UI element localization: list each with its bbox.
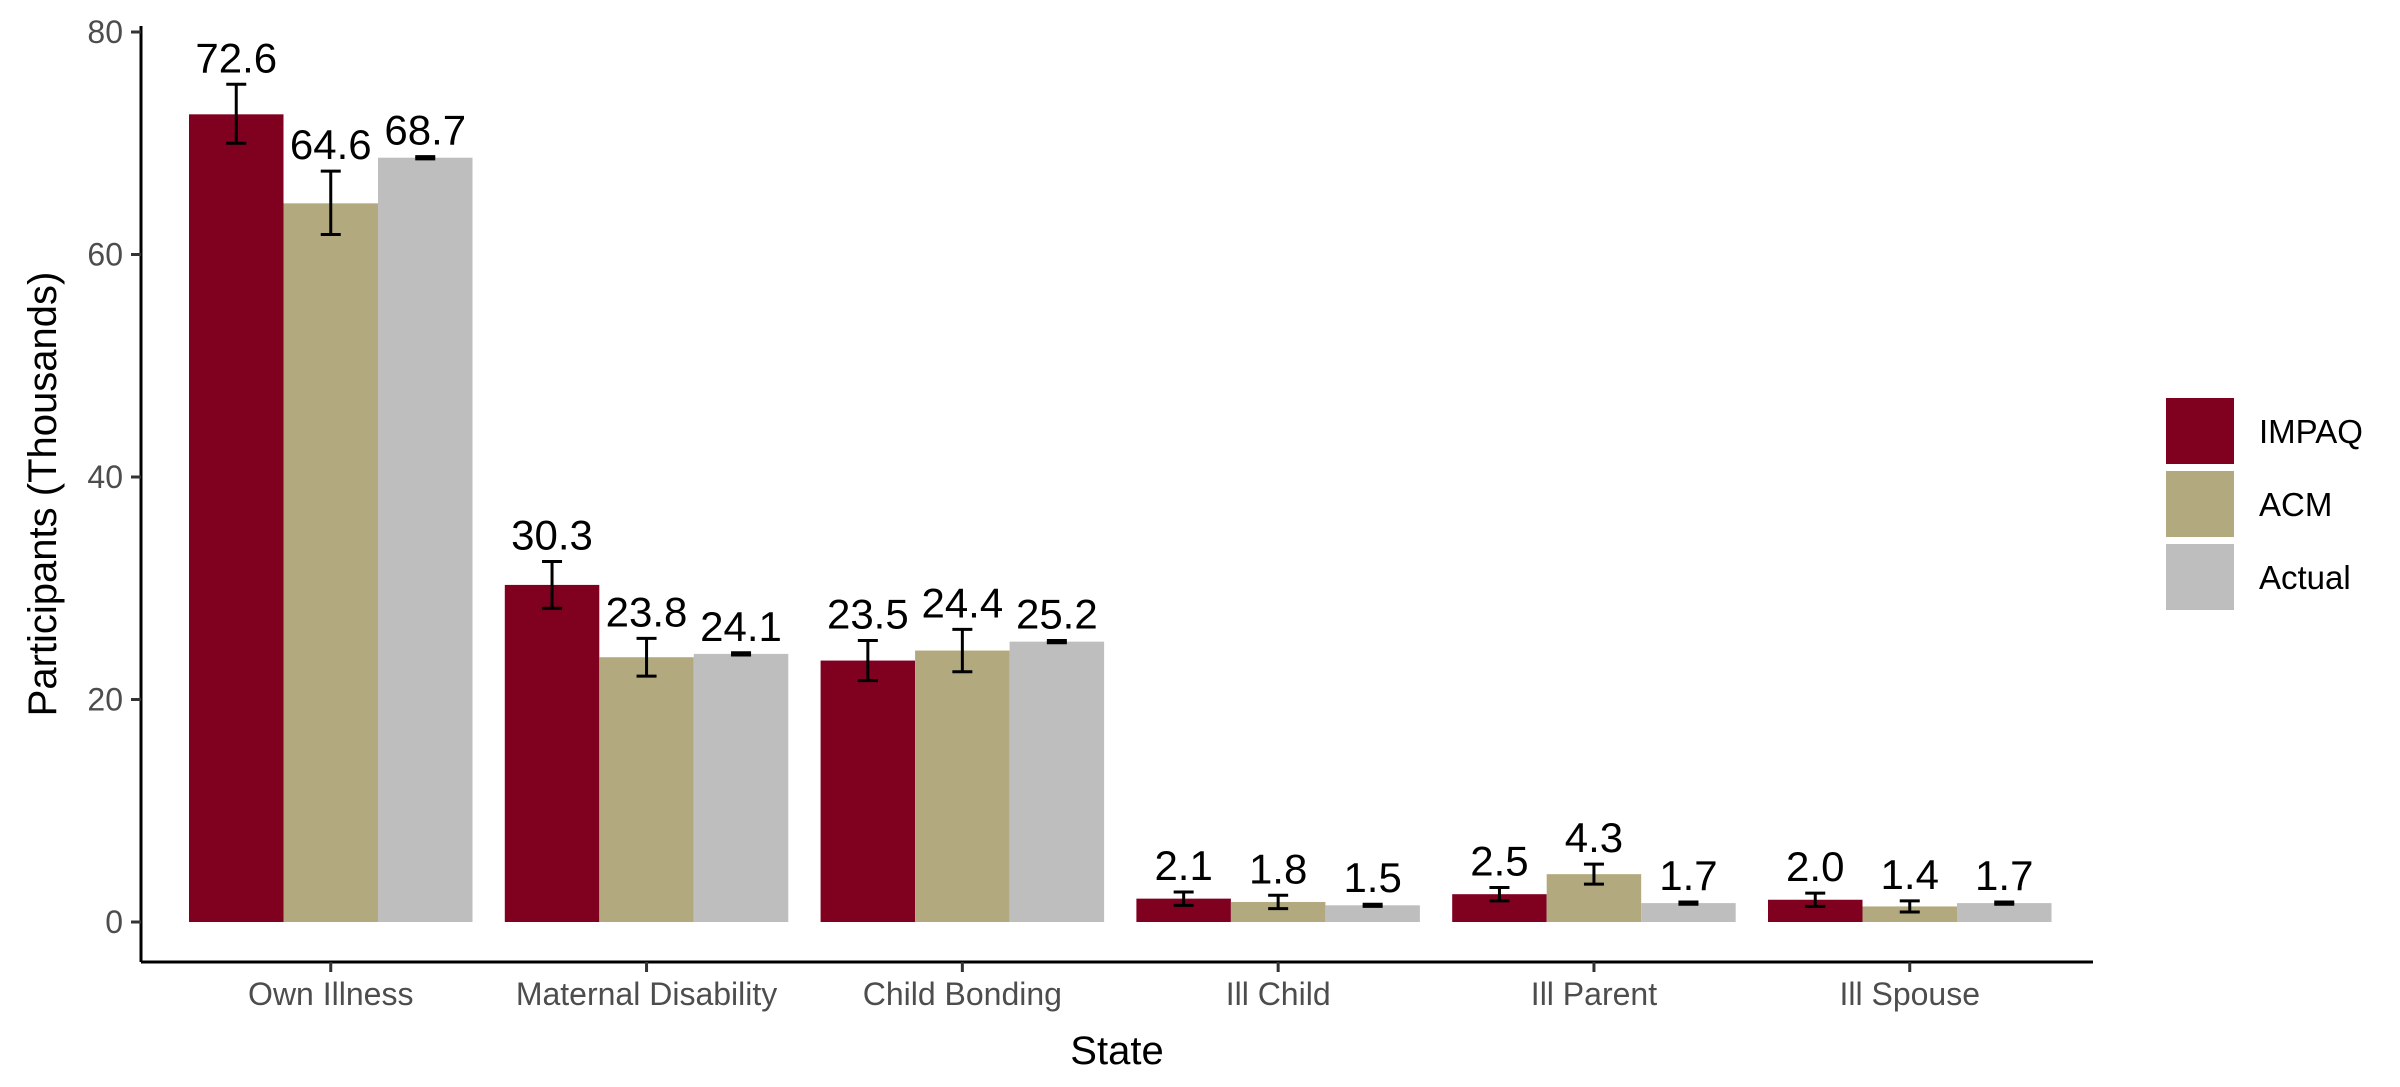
error-bar — [226, 82, 247, 145]
bar — [1641, 903, 1736, 922]
x-tick-label: Maternal Disability — [516, 976, 777, 1012]
data-label: 4.3 — [1565, 814, 1623, 861]
data-label: 1.7 — [1975, 852, 2033, 899]
data-label: 1.5 — [1343, 854, 1401, 901]
error-bar — [857, 639, 878, 683]
y-tick-label: 80 — [87, 14, 123, 50]
data-label: 2.1 — [1154, 842, 1212, 889]
error-bar — [1899, 899, 1920, 914]
legend-item: ACM — [2166, 471, 2332, 537]
data-label: 1.4 — [1881, 851, 1939, 898]
axes-layer — [139, 26, 2093, 964]
error-bar — [731, 651, 752, 657]
y-tick-label: 20 — [87, 682, 123, 718]
error-bar — [1268, 893, 1289, 911]
y-ticks-layer: 0 20 40 60 80 — [87, 14, 141, 940]
bar — [1230, 901, 1326, 922]
data-label: 1.7 — [1659, 852, 1717, 899]
bar — [915, 650, 1010, 922]
data-label: 2.5 — [1470, 838, 1528, 885]
y-tick-label: 40 — [87, 459, 123, 495]
bar — [189, 114, 284, 922]
bar — [1768, 899, 1863, 922]
data-label: 2.0 — [1786, 843, 1844, 890]
data-label: 23.5 — [827, 591, 909, 638]
legend-key — [2166, 471, 2234, 537]
legend-label: IMPAQ — [2259, 413, 2363, 450]
y-tick-label: 60 — [87, 237, 123, 273]
bars-layer — [189, 114, 2052, 922]
bar — [820, 660, 916, 922]
y-tick-label: 0 — [105, 904, 123, 940]
error-bar — [320, 169, 341, 236]
legend-label: ACM — [2259, 486, 2332, 523]
legend-key — [2166, 398, 2234, 464]
error-bar — [1805, 891, 1826, 908]
bar — [1009, 641, 1105, 922]
data-label: 1.8 — [1249, 845, 1307, 892]
data-label: 64.6 — [290, 121, 372, 168]
bar — [504, 584, 600, 922]
data-label: 30.3 — [511, 512, 593, 559]
error-bar — [1994, 900, 2015, 906]
y-axis-title: Participants (Thousands) — [21, 272, 65, 717]
x-ticks-layer: Own Illness Maternal Disability Child Bond… — [248, 962, 1980, 1012]
legend: IMPAQ ACM Actual — [2166, 398, 2363, 610]
data-labels-layer: 72.6 30.3 23.5 2.1 2.5 2.0 64.6 23.8 24.4 1.8 4.3 1… — [195, 34, 2033, 901]
x-tick-label: Ill Child — [1226, 976, 1331, 1012]
x-tick-label: Own Illness — [248, 976, 413, 1012]
bar — [283, 203, 378, 922]
x-tick-label: Ill Spouse — [1839, 976, 1980, 1012]
bar — [1325, 905, 1420, 922]
error-bar — [1489, 886, 1510, 903]
bar — [693, 653, 789, 922]
error-bar — [1362, 902, 1383, 908]
error-bar — [636, 636, 657, 678]
error-bars-layer — [226, 82, 2015, 914]
error-bar — [1046, 639, 1067, 645]
data-label: 24.1 — [700, 603, 782, 650]
legend-item: IMPAQ — [2166, 398, 2363, 464]
bar — [1957, 903, 2052, 922]
legend-item: Actual — [2166, 544, 2351, 610]
data-label: 25.2 — [1016, 591, 1098, 638]
error-bar — [415, 155, 436, 161]
bar — [599, 657, 694, 922]
data-label: 24.4 — [921, 579, 1003, 626]
bar — [1862, 906, 1957, 922]
x-axis-title: State — [1070, 1029, 1163, 1073]
error-bar — [1678, 900, 1699, 906]
error-bar — [1583, 862, 1604, 886]
data-label: 68.7 — [384, 107, 466, 154]
bar — [1136, 898, 1231, 922]
legend-label: Actual — [2259, 559, 2351, 596]
bar — [378, 157, 473, 922]
data-label: 23.8 — [606, 588, 688, 635]
x-tick-label: Ill Parent — [1531, 976, 1657, 1012]
error-bar — [1173, 890, 1194, 907]
x-tick-label: Child Bonding — [863, 976, 1062, 1012]
error-bar — [952, 627, 973, 674]
error-bar — [542, 560, 563, 610]
legend-key — [2166, 544, 2234, 610]
data-label: 72.6 — [195, 34, 277, 81]
